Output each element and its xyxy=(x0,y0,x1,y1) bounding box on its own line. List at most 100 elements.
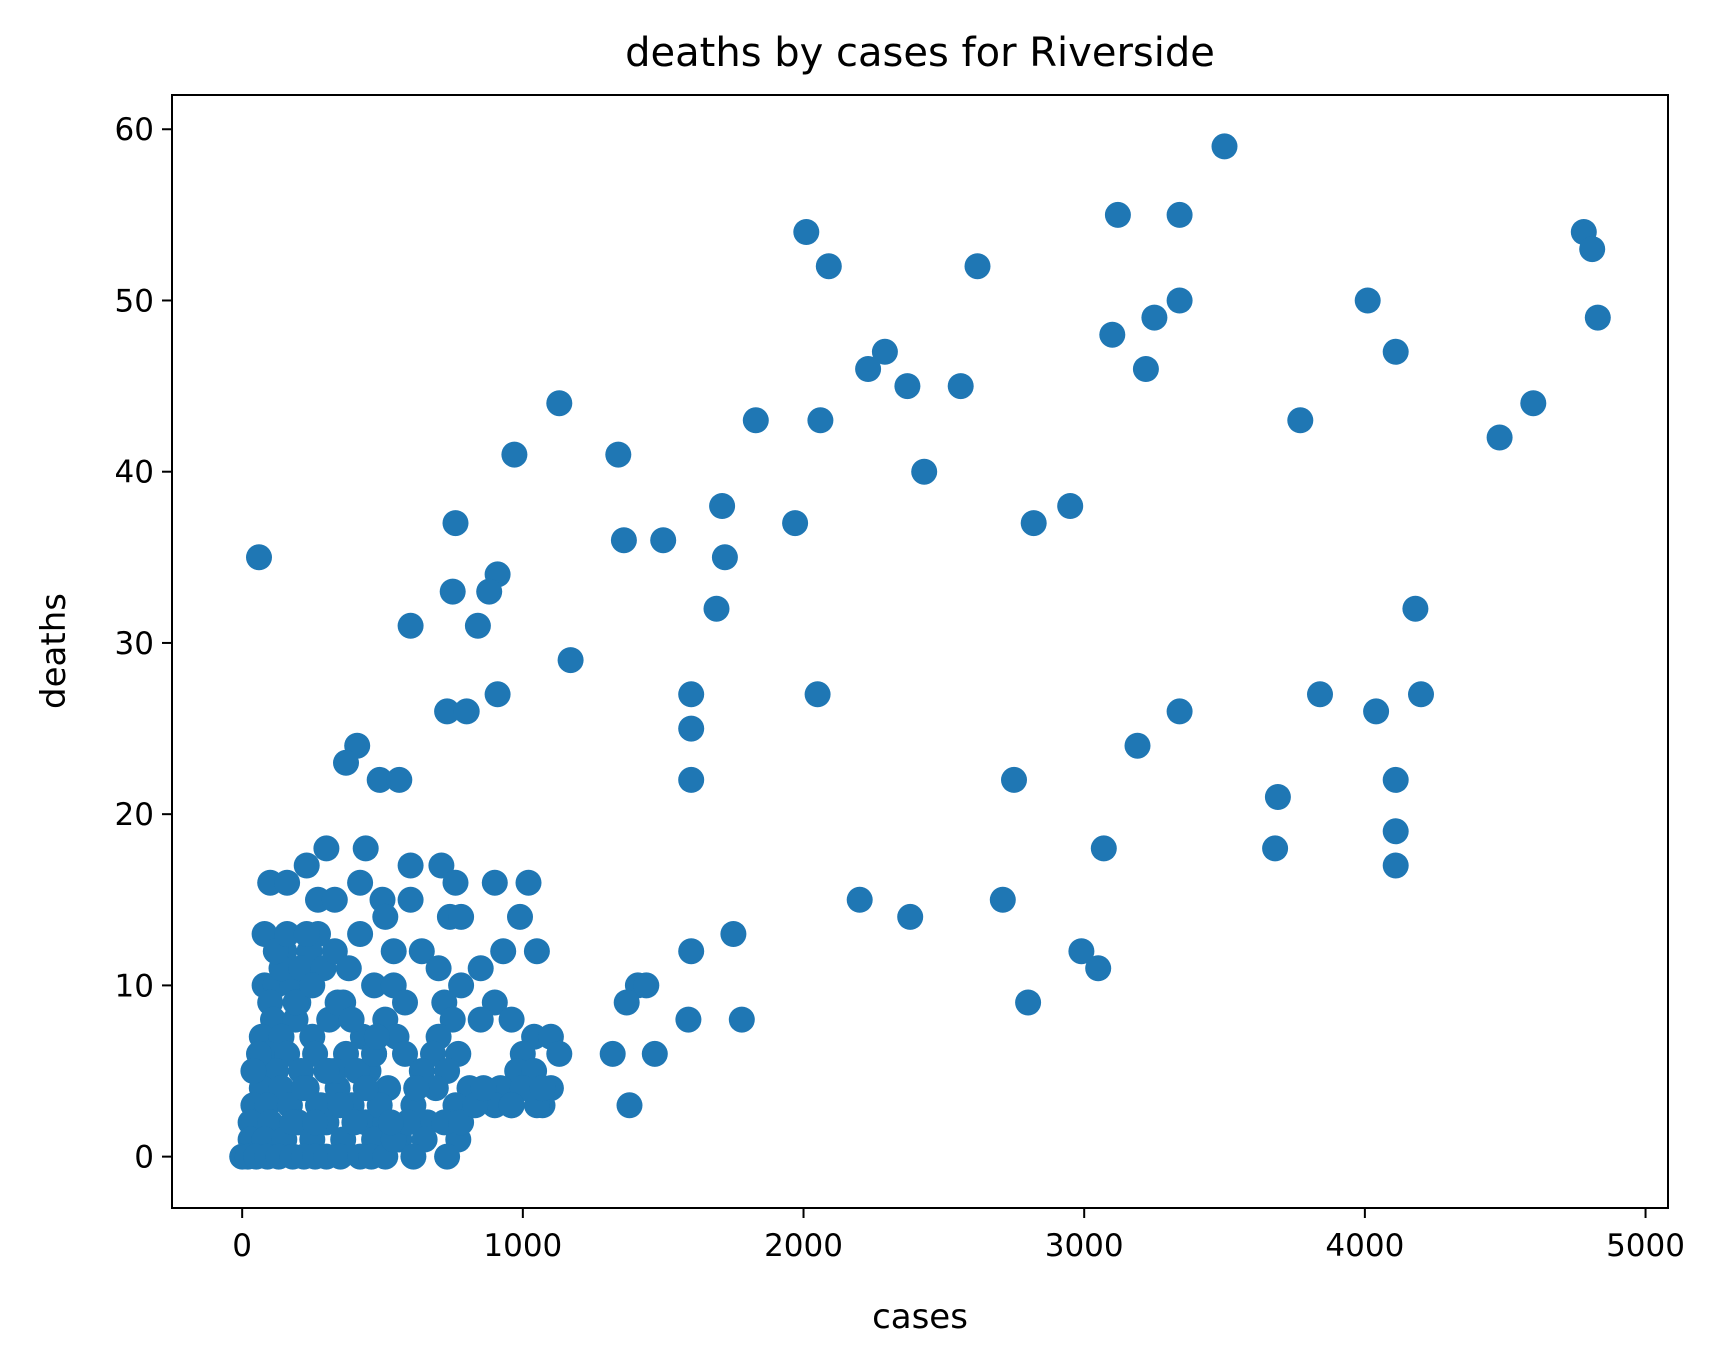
data-point-232 xyxy=(403,1075,430,1102)
data-point-30 xyxy=(442,510,469,537)
data-point-18 xyxy=(947,373,974,400)
data-point-75 xyxy=(347,869,374,896)
data-point-74 xyxy=(274,869,301,896)
data-point-98 xyxy=(490,938,517,965)
data-point-245 xyxy=(341,1109,368,1136)
data-point-61 xyxy=(1001,766,1027,793)
data-point-210 xyxy=(400,1143,427,1170)
data-point-110 xyxy=(448,972,475,999)
data-point-238 xyxy=(529,1075,556,1102)
data-point-59 xyxy=(386,766,413,793)
x-axis: 0 1000 2000 3000 4000 5000 xyxy=(232,1208,1685,1264)
data-point-87 xyxy=(507,903,533,930)
data-point-80 xyxy=(321,886,348,913)
data-point-58 xyxy=(366,766,393,793)
data-point-3 xyxy=(1104,201,1131,228)
data-point-50 xyxy=(1307,681,1333,708)
data-point-100 xyxy=(678,938,705,965)
data-point-92 xyxy=(347,921,374,947)
x-tick-label-0: 0 xyxy=(232,1228,252,1264)
data-point-33 xyxy=(246,544,272,571)
data-point-27 xyxy=(911,458,938,485)
data-point-149 xyxy=(641,1040,668,1067)
data-point-236 xyxy=(470,1075,497,1102)
data-point-31 xyxy=(782,510,809,537)
data-point-72 xyxy=(428,852,455,879)
y-tick-label-30: 30 xyxy=(115,626,154,662)
data-point-83 xyxy=(846,886,873,913)
data-point-60 xyxy=(678,766,705,793)
data-point-239 xyxy=(498,1092,525,1119)
data-point-129 xyxy=(728,1006,755,1033)
data-point-88 xyxy=(372,903,399,930)
data-point-249 xyxy=(377,1109,404,1136)
data-point-68 xyxy=(313,835,340,862)
data-point-66 xyxy=(1262,835,1289,862)
data-point-11 xyxy=(1141,304,1168,331)
data-point-22 xyxy=(807,407,834,434)
data-point-116 xyxy=(392,989,418,1016)
data-point-29 xyxy=(1057,493,1084,519)
y-axis-label: deaths xyxy=(34,593,74,709)
data-point-93 xyxy=(720,921,747,947)
x-tick-label-3000: 3000 xyxy=(1045,1228,1124,1264)
data-point-119 xyxy=(613,989,640,1016)
data-point-217 xyxy=(299,972,326,999)
data-point-26 xyxy=(605,441,632,468)
y-tick-label-40: 40 xyxy=(115,455,154,491)
data-point-38 xyxy=(439,578,466,605)
data-point-64 xyxy=(1382,818,1409,845)
data-point-8 xyxy=(1584,304,1611,331)
data-point-63 xyxy=(1264,784,1291,810)
y-tick-label-10: 10 xyxy=(115,968,154,1004)
data-point-96 xyxy=(380,938,407,965)
data-point-225 xyxy=(240,1058,267,1084)
data-point-179 xyxy=(616,1092,643,1119)
data-point-39 xyxy=(476,578,503,605)
data-point-1 xyxy=(793,219,820,245)
data-point-14 xyxy=(1382,338,1409,365)
data-point-69 xyxy=(352,835,379,862)
y-tick-label-0: 0 xyxy=(134,1140,154,1176)
data-point-53 xyxy=(1363,698,1390,725)
data-point-32 xyxy=(1020,510,1047,537)
x-tick-label-2000: 2000 xyxy=(764,1228,843,1264)
y-axis: 0 10 20 30 40 50 60 xyxy=(115,112,172,1176)
data-point-24 xyxy=(1486,424,1513,451)
x-tick-label-4000: 4000 xyxy=(1325,1228,1404,1264)
data-point-15 xyxy=(855,356,882,382)
data-point-211 xyxy=(434,1143,461,1170)
data-point-221 xyxy=(293,921,320,947)
data-point-240 xyxy=(279,1109,306,1136)
data-point-243 xyxy=(313,1058,340,1084)
data-point-65 xyxy=(1090,835,1117,862)
x-tick-label-5000: 5000 xyxy=(1606,1228,1685,1264)
chart-title: deaths by cases for Riverside xyxy=(625,30,1215,76)
data-point-41 xyxy=(1402,595,1429,622)
data-point-216 xyxy=(282,989,309,1016)
data-point-20 xyxy=(1520,390,1547,417)
data-point-82 xyxy=(397,886,424,913)
data-point-40 xyxy=(703,595,730,622)
data-point-99 xyxy=(523,938,550,965)
plot-frame xyxy=(171,94,1669,1209)
data-point-62 xyxy=(1382,766,1409,793)
data-point-148 xyxy=(599,1040,626,1067)
data-point-47 xyxy=(484,681,511,708)
data-point-56 xyxy=(1124,732,1151,759)
data-point-76 xyxy=(442,869,469,896)
x-axis-label: cases xyxy=(872,1297,968,1337)
data-point-120 xyxy=(1015,989,1042,1016)
y-tick-label-20: 20 xyxy=(115,797,154,833)
data-point-223 xyxy=(338,1006,365,1033)
data-point-13 xyxy=(871,338,898,365)
data-point-89 xyxy=(897,903,924,930)
data-point-46 xyxy=(453,698,480,725)
data-point-147 xyxy=(546,1040,573,1067)
data-point-4 xyxy=(1166,201,1193,228)
x-tick-label-1000: 1000 xyxy=(483,1228,562,1264)
data-point-52 xyxy=(1166,698,1193,725)
data-point-125 xyxy=(439,1006,466,1033)
data-point-86 xyxy=(448,903,475,930)
data-point-206 xyxy=(327,1143,354,1170)
